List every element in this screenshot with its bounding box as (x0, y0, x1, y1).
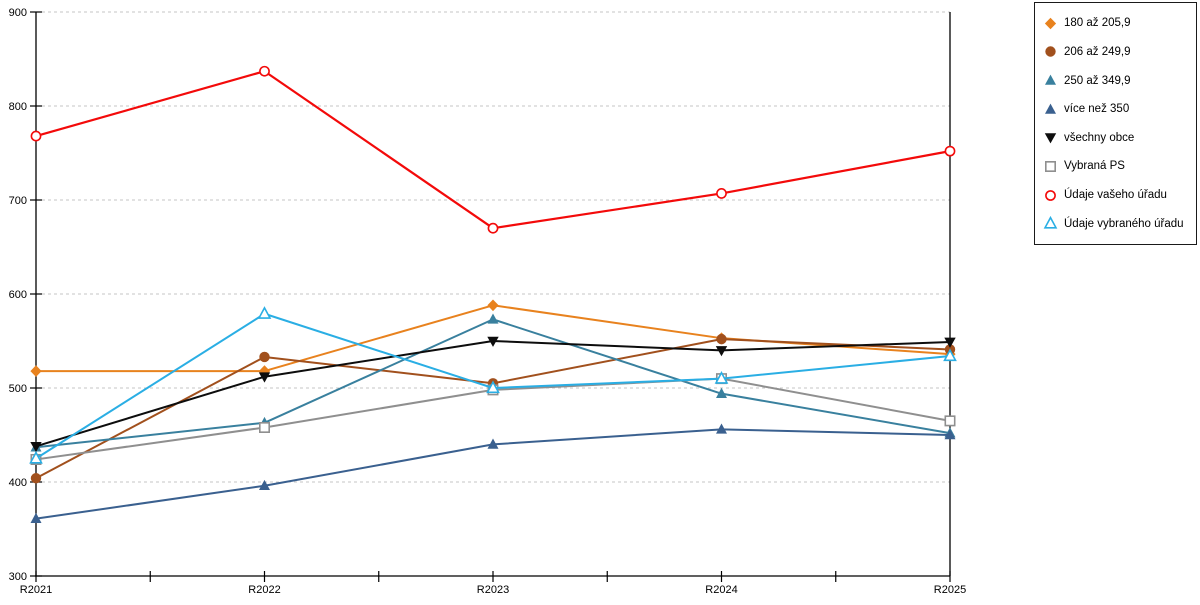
legend-label: Údaje vybraného úřadu (1064, 217, 1184, 230)
data-point-marker (716, 423, 727, 434)
legend-label: všechny obce (1064, 131, 1135, 144)
data-point-marker (1045, 103, 1056, 114)
series-line-6 (34, 70, 952, 230)
data-point-marker (487, 222, 499, 234)
data-point-marker (487, 299, 499, 312)
y-axis-label: 400 (9, 477, 27, 489)
data-point-marker (29, 450, 43, 464)
data-point-marker (716, 188, 727, 199)
x-axis-label: R2025 (934, 584, 966, 596)
data-point-marker (716, 333, 727, 345)
data-point-marker (259, 479, 270, 491)
legend-item: 250 až 349,9 (1043, 68, 1192, 94)
data-point-marker (258, 372, 271, 383)
legend-item: 180 až 205,9 (1043, 10, 1192, 36)
legend-item: Vybraná PS (1043, 153, 1192, 179)
legend-marker-triangle-up-open (1043, 216, 1058, 229)
legend-item: 206 až 249,9 (1043, 39, 1192, 65)
legend-label: 206 až 249,9 (1064, 45, 1131, 58)
legend-label: 250 až 349,9 (1064, 74, 1131, 87)
data-point-marker (1044, 17, 1057, 30)
legend-marker-circle (1045, 46, 1056, 58)
data-point-marker (1044, 160, 1056, 172)
data-point-marker (715, 346, 728, 357)
data-point-marker (486, 380, 500, 394)
data-point-marker (944, 415, 956, 427)
data-point-marker (716, 387, 727, 398)
legend-marker-square-open (1044, 160, 1056, 172)
legend-marker-triangle-down (1044, 133, 1057, 144)
data-point-marker (487, 438, 499, 449)
data-point-marker (30, 441, 42, 453)
legend-label: 180 až 205,9 (1064, 17, 1131, 30)
data-point-marker (259, 351, 270, 363)
legend-item: více než 350 (1043, 96, 1192, 122)
y-axis-label: 500 (9, 383, 27, 395)
legend-item: Údaje vybraného úřadu (1043, 211, 1192, 237)
legend-marker-triangle-up (1045, 103, 1056, 114)
x-axis-label: R2021 (20, 584, 52, 596)
data-point-marker (30, 473, 42, 484)
legend-marker-triangle-up (1045, 74, 1056, 85)
y-axis-label: 700 (9, 195, 27, 207)
x-axis-label: R2023 (477, 584, 509, 596)
data-point-marker (30, 365, 42, 377)
data-point-marker (714, 371, 729, 384)
legend: 180 až 205,9 206 až 249,9 250 až 349,9 více… (1034, 2, 1197, 245)
data-point-marker (30, 130, 42, 142)
x-axis-label: R2022 (248, 584, 280, 596)
y-axis-label: 900 (9, 7, 27, 19)
y-axis-label: 600 (9, 289, 27, 301)
legend-marker-diamond (1044, 17, 1057, 30)
data-point-marker (944, 337, 956, 348)
data-point-marker (1045, 74, 1056, 85)
data-point-marker (943, 348, 957, 362)
data-point-marker (1043, 216, 1058, 229)
x-axis-label: R2024 (705, 584, 737, 596)
legend-label: Údaje vašeho úřadu (1064, 189, 1167, 202)
y-axis-label: 300 (9, 571, 27, 583)
data-point-marker (1045, 189, 1056, 201)
data-point-marker (944, 145, 956, 157)
data-point-marker (1044, 133, 1057, 144)
data-point-marker (944, 429, 956, 440)
data-point-marker (487, 336, 499, 347)
data-point-marker (259, 65, 270, 77)
data-point-marker (487, 313, 499, 324)
data-point-marker (1045, 46, 1056, 58)
data-point-marker (258, 421, 271, 433)
legend-label: více než 350 (1064, 103, 1130, 116)
data-point-marker (30, 512, 42, 523)
legend-label: Vybraná PS (1064, 160, 1125, 173)
legend-marker-circle-open (1045, 189, 1056, 201)
legend-item: všechny obce (1043, 125, 1192, 151)
data-point-marker (257, 306, 272, 319)
y-axis-label: 800 (9, 101, 27, 113)
legend-item: Údaje vašeho úřadu (1043, 182, 1192, 208)
